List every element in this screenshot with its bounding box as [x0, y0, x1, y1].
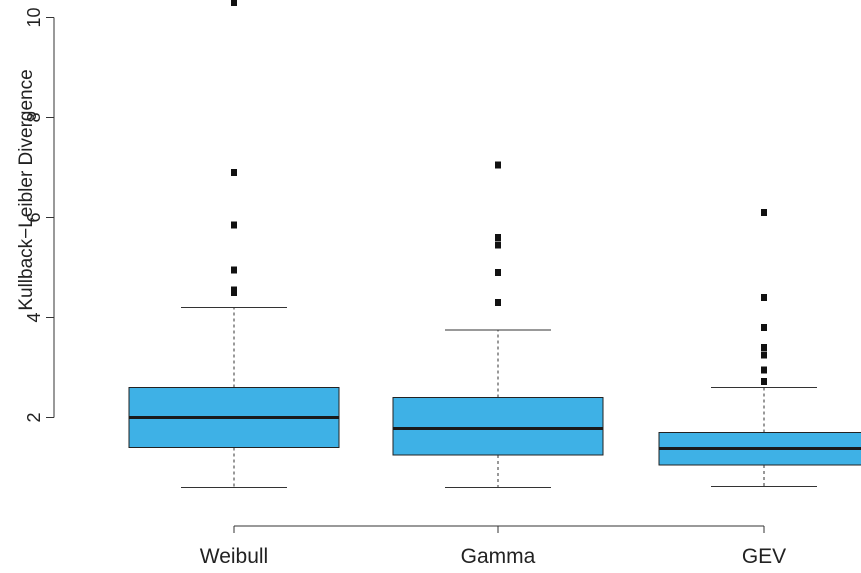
y-axis-title: Kullback−Leibler Divergence — [16, 69, 37, 310]
outlier-gev-3 — [761, 351, 767, 359]
y-tick-label-10: 10 — [24, 7, 44, 27]
box-weibull — [128, 0, 340, 488]
x-tick-label-gev: GEV — [742, 545, 786, 568]
outlier-gev-2 — [761, 366, 767, 374]
outlier-gev-1 — [761, 378, 767, 385]
outlier-gev-7 — [761, 209, 767, 216]
y-axis: 2 4 6 8 10 — [24, 7, 55, 423]
outlier-weibull-2 — [231, 286, 237, 294]
box-gamma — [392, 161, 604, 488]
x-axis: Weibull Gamma GEV — [200, 525, 786, 568]
outlier-gamma-5 — [495, 161, 501, 169]
box-gev — [658, 209, 861, 487]
y-tick-label-8: 8 — [24, 112, 44, 122]
y-tick-label-2: 2 — [24, 412, 44, 422]
outlier-gamma-2 — [495, 269, 501, 276]
outlier-gamma-3 — [495, 241, 501, 249]
outlier-weibull-5 — [231, 169, 237, 176]
outlier-gamma-4 — [495, 234, 501, 241]
iqr-box-gamma — [392, 397, 604, 456]
outlier-weibull-3 — [231, 266, 237, 274]
outlier-gev-4 — [761, 344, 767, 351]
x-tick-label-weibull: Weibull — [200, 545, 268, 568]
outlier-gev-6 — [761, 294, 767, 301]
y-tick-label-6: 6 — [24, 212, 44, 222]
outlier-weibull-4 — [231, 221, 237, 229]
y-tick-label-4: 4 — [24, 312, 44, 322]
x-tick-label-gamma: Gamma — [461, 545, 536, 568]
outlier-weibull-6 — [231, 0, 237, 6]
outlier-gev-5 — [761, 324, 767, 331]
outlier-gamma-1 — [495, 299, 501, 306]
boxes-group — [128, 0, 861, 488]
